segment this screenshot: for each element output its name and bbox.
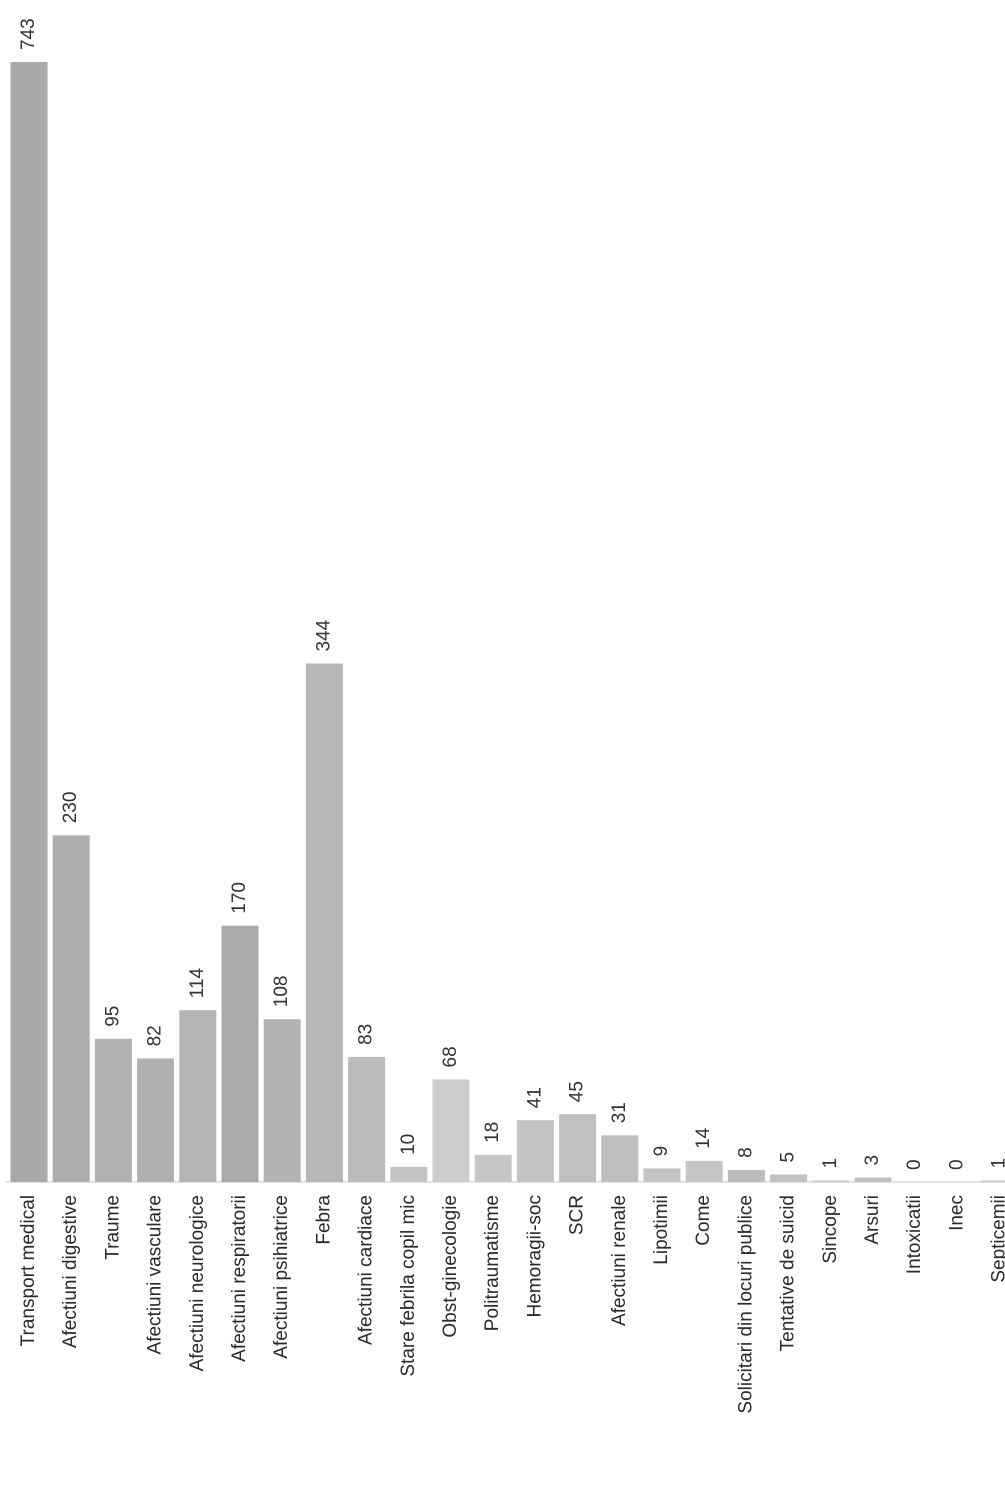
bar-0 [10,62,48,1182]
category-label-9: Stare febrila copil mic [398,1195,419,1377]
bar-17 [727,1169,765,1182]
bar-16 [685,1160,723,1182]
value-label-2: 95 [102,1006,123,1027]
value-label-5: 170 [229,882,250,914]
bar-1 [52,835,90,1182]
bars-group [10,62,1005,1182]
category-label-23: Septicemii [989,1195,1005,1283]
bar-20 [854,1177,892,1182]
bar-12 [516,1120,554,1182]
value-label-11: 18 [482,1122,503,1143]
bar-13 [559,1114,597,1182]
category-label-12: Hemoragii-soc [524,1195,545,1317]
category-label-1: Afectiuni digestive [60,1195,81,1348]
category-label-8: Afectiuni cardiace [356,1195,377,1345]
value-label-17: 8 [735,1147,756,1158]
category-label-18: Tentative de suicid [778,1195,799,1351]
category-labels-group: Transport medical Afectiuni digestive Trau… [18,1195,1005,1414]
category-label-11: Politraumatisme [482,1195,503,1331]
category-label-5: Afectiuni respiratorii [229,1195,250,1362]
bar-10 [432,1079,470,1182]
value-label-15: 9 [651,1146,672,1157]
value-label-18: 5 [778,1152,799,1163]
bar-9 [390,1166,428,1182]
category-label-7: Febra [313,1195,334,1245]
value-label-21: 0 [904,1159,925,1170]
category-label-6: Afectiuni psihiatrice [271,1195,292,1359]
bar-2 [94,1038,132,1182]
category-label-0: Transport medical [18,1195,39,1346]
bar-8 [348,1056,386,1182]
category-label-22: Inec [946,1195,967,1231]
value-label-9: 10 [398,1134,419,1155]
category-label-13: SCR [567,1195,588,1235]
value-label-14: 31 [609,1102,630,1123]
bar-3 [137,1058,175,1182]
value-label-13: 45 [567,1081,588,1102]
value-label-7: 344 [313,619,334,651]
category-label-2: Traume [102,1195,123,1260]
category-label-20: Arsuri [862,1195,883,1245]
category-label-14: Afectiuni renale [609,1195,630,1326]
bar-5 [221,925,259,1182]
bar-7 [305,663,343,1182]
bar-19 [812,1180,850,1182]
value-label-1: 230 [60,792,81,824]
category-label-21: Intoxicatii [904,1195,925,1274]
category-label-17: Solicitari din locuri publice [735,1195,756,1414]
value-label-19: 1 [820,1158,841,1169]
bar-18 [770,1174,808,1182]
value-label-8: 83 [356,1024,377,1045]
value-label-16: 14 [693,1127,714,1149]
category-label-15: Lipotimii [651,1195,672,1265]
value-label-10: 68 [440,1046,461,1067]
value-label-0: 743 [18,18,39,50]
bar-4 [179,1010,217,1182]
bar-14 [601,1135,639,1182]
value-label-22: 0 [946,1159,967,1170]
value-label-12: 41 [524,1087,545,1108]
bar-23 [981,1180,1005,1182]
value-label-4: 114 [187,967,208,998]
category-label-3: Afectiuni vasculare [145,1195,166,1354]
category-label-19: Sincope [820,1195,841,1264]
value-label-3: 82 [145,1025,166,1046]
value-label-20: 3 [862,1155,883,1166]
bar-6 [263,1019,301,1182]
value-label-23: 1 [989,1158,1005,1169]
category-label-10: Obst-ginecologie [440,1195,461,1338]
value-label-6: 108 [271,975,292,1007]
category-label-4: Afectiuni neurologice [187,1195,208,1371]
bar-15 [643,1168,681,1182]
category-label-16: Come [693,1195,714,1246]
bar-11 [474,1154,512,1182]
